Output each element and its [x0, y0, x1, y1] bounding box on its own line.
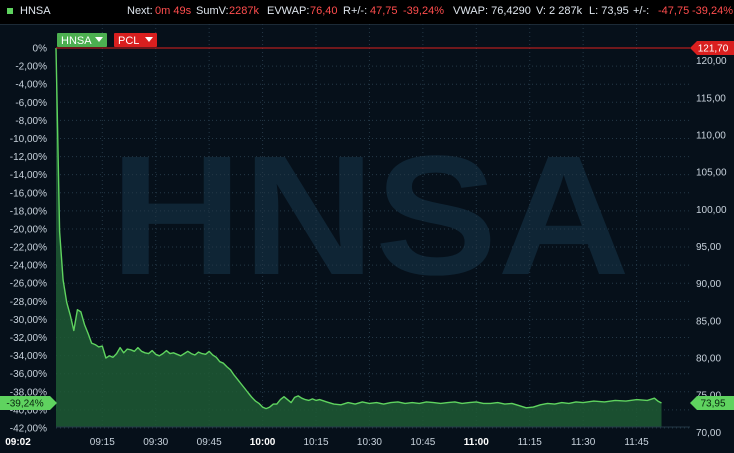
legend-chip-bg: [114, 33, 157, 47]
left-axis-tick-label: -18,00%: [10, 206, 47, 217]
time-tick-label: 11:30: [571, 437, 596, 448]
legend-chip-pcl[interactable]: PCL: [114, 33, 157, 47]
price-area-layer: [55, 47, 662, 427]
last-percent-tag-bg: [0, 395, 57, 410]
value-tags: 121,70 73,95 -39,24%: [0, 41, 734, 410]
symbol-watermark: HNSA: [110, 121, 630, 311]
left-axis-tick-label: -40,00%: [10, 405, 47, 416]
left-axis-tick-label: -42,00%: [10, 424, 47, 435]
previous-close-tag: 121,70: [690, 41, 734, 55]
previous-close-tag-bg: [690, 41, 734, 55]
evwap-label: EVWAP:: [267, 5, 310, 17]
legend-chip-bg: [57, 33, 107, 47]
left-axis-tick-label: -32,00%: [10, 333, 47, 344]
right-axis-tick-label: 70,00: [696, 428, 721, 439]
chevron-down-icon[interactable]: [95, 37, 103, 42]
legend-chip-hnsa[interactable]: HNSA: [57, 33, 107, 47]
left-axis-tick-label: -16,00%: [10, 188, 47, 199]
right-axis-tick-label: 85,00: [696, 316, 721, 327]
change-label: +/-:: [633, 5, 650, 17]
vwap-value: VWAP: 76,4290: [453, 5, 531, 17]
price-area-fill: [56, 48, 662, 427]
symbol-label: HNSA: [20, 5, 51, 17]
left-percent-axis: 0% -2,00% -4,00% -6,00% -8,00% -10,00% -12,00%…: [10, 44, 47, 435]
quote-header-bar: HNSA Next: 0m 49s SumV: 2287k EVWAP: 76,…: [0, 0, 734, 25]
left-axis-tick-label: -6,00%: [15, 98, 47, 109]
right-axis-tick-label: 120,00: [696, 56, 727, 67]
next-countdown: 0m 49s: [155, 5, 192, 17]
right-axis-tick-label: 105,00: [696, 168, 727, 179]
price-line: [55, 47, 662, 410]
volume-value: V: 2 287k: [536, 5, 583, 17]
series-legend[interactable]: HNSA PCL: [57, 33, 157, 47]
previous-close-tag-label: 121,70: [698, 44, 729, 55]
right-price-axis: 120,00 115,00 110,00 105,00 100,00 95,00 90,00…: [696, 56, 727, 439]
change-value: -47,75: [658, 5, 690, 17]
time-tick-label: 11:15: [518, 437, 543, 448]
change-pct: -39,24%: [692, 5, 733, 17]
right-axis-tick-label: 80,00: [696, 354, 721, 365]
sumv-value: 2287k: [229, 5, 259, 17]
last-percent-tag-label: -39,24%: [6, 398, 43, 409]
right-axis-tick-label: 110,00: [696, 130, 726, 141]
time-tick-label: 10:15: [303, 437, 328, 448]
watermark-layer: HNSA: [110, 121, 630, 311]
left-axis-tick-label: -8,00%: [15, 116, 47, 127]
left-axis-tick-label: -34,00%: [10, 351, 47, 362]
last-price-tag-label: 73,95: [700, 398, 725, 409]
left-axis-tick-label: -22,00%: [10, 243, 47, 254]
legend-chip-label: PCL: [118, 35, 139, 47]
sumv-label: SumV:: [196, 5, 229, 17]
rchange-value: 47,75: [370, 5, 398, 17]
last-price-tag: 73,95: [690, 395, 734, 410]
left-axis-tick-label: -14,00%: [10, 170, 47, 181]
left-axis-tick-label: -36,00%: [10, 369, 47, 380]
left-axis-tick-label: 0%: [33, 44, 48, 55]
time-tick-label: 09:45: [197, 437, 222, 448]
time-tick-label: 11:00: [464, 437, 489, 448]
rchange-label: R+/-:: [343, 5, 368, 17]
time-tick-label: 09:15: [90, 437, 115, 448]
last-percent-tag: -39,24%: [0, 395, 57, 410]
chevron-down-icon[interactable]: [145, 37, 153, 42]
price-chart[interactable]: HNSA 0% -2,00% -4,00% -6,00% -8,00% -10,00% -1…: [0, 24, 734, 453]
right-axis-tick-label: 100,00: [696, 205, 727, 216]
time-tick-label: 10:00: [250, 437, 276, 448]
left-axis-tick-label: -10,00%: [10, 134, 47, 145]
symbol-color-marker: [7, 8, 13, 14]
right-axis-tick-label: 115,00: [696, 93, 726, 104]
left-axis-tick-label: -2,00%: [15, 62, 47, 73]
left-axis-tick-label: -24,00%: [10, 261, 47, 272]
time-tick-label: 09:02: [5, 437, 31, 448]
left-axis-tick-label: -12,00%: [10, 152, 47, 163]
last-price: L: 73,95: [589, 5, 629, 17]
right-axis-tick-label: 95,00: [696, 242, 721, 253]
last-price-tag-bg: [690, 395, 734, 410]
right-axis-tick-label: 90,00: [696, 279, 721, 290]
legend-chip-label: HNSA: [61, 35, 92, 47]
left-axis-tick-label: -30,00%: [10, 315, 47, 326]
left-axis-tick-label: -28,00%: [10, 297, 47, 308]
time-tick-label: 10:45: [410, 437, 435, 448]
time-axis: 09:02 09:15 09:30 09:45 10:00 10:15 10:30 10:45…: [5, 426, 690, 448]
left-axis-tick-label: -20,00%: [10, 224, 47, 235]
left-axis-tick-label: -38,00%: [10, 387, 47, 398]
evwap-value: 76,40: [310, 5, 338, 17]
left-axis-tick-label: -4,00%: [15, 80, 47, 91]
left-axis-tick-label: -26,00%: [10, 279, 47, 290]
time-tick-label: 11:45: [624, 437, 649, 448]
next-label: Next:: [127, 5, 153, 17]
time-tick-label: 09:30: [143, 437, 168, 448]
rchange-pct: -39,24%: [403, 5, 444, 17]
time-tick-label: 10:30: [357, 437, 382, 448]
